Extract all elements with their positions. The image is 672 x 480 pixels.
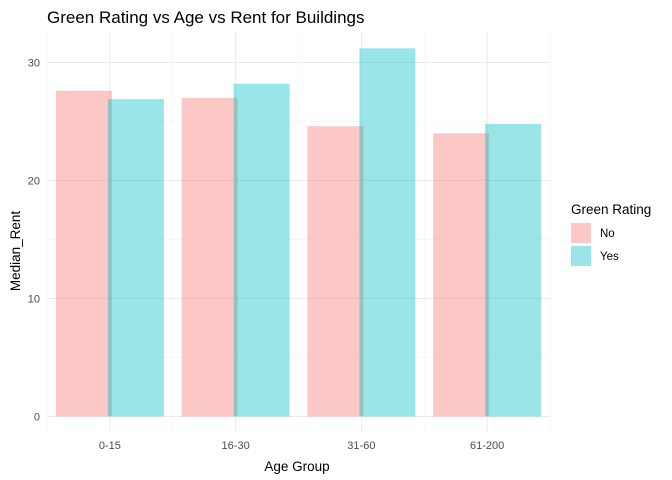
grid: [46, 32, 551, 432]
bar-yes-31-60: [359, 48, 416, 417]
legend-swatch-no: [571, 223, 591, 243]
legend: Green Rating No Yes: [571, 202, 651, 266]
y-tick-label: 10: [28, 294, 40, 306]
x-tick-label: 0-15: [99, 440, 121, 452]
x-tick-labels: 0-15 16-30 31-60 61-200: [99, 440, 504, 452]
x-tick-label: 61-200: [470, 440, 504, 452]
bar-no-31-60: [307, 126, 364, 417]
bars: [55, 48, 542, 417]
bar-yes-0-15: [107, 99, 164, 417]
bar-no-16-30: [181, 97, 238, 417]
y-tick-label: 20: [28, 176, 40, 188]
legend-label-no: No: [600, 228, 615, 240]
chart-title: Green Rating vs Age vs Rent for Building…: [47, 8, 365, 27]
bar-no-61-200: [433, 133, 490, 417]
x-tick-label: 31-60: [347, 440, 375, 452]
bar-yes-61-200: [485, 123, 542, 417]
x-tick-label: 16-30: [222, 440, 250, 452]
y-tick-label: 30: [28, 58, 40, 70]
legend-title: Green Rating: [571, 202, 651, 217]
bar-yes-16-30: [233, 83, 290, 417]
x-axis-label: Age Group: [264, 459, 329, 474]
y-axis-label: Median_Rent: [8, 211, 23, 292]
y-tick-labels: 0 10 20 30: [28, 58, 40, 424]
legend-swatch-yes: [571, 246, 591, 266]
legend-label-yes: Yes: [600, 251, 619, 263]
y-tick-label: 0: [34, 412, 40, 424]
bar-no-0-15: [55, 90, 112, 417]
